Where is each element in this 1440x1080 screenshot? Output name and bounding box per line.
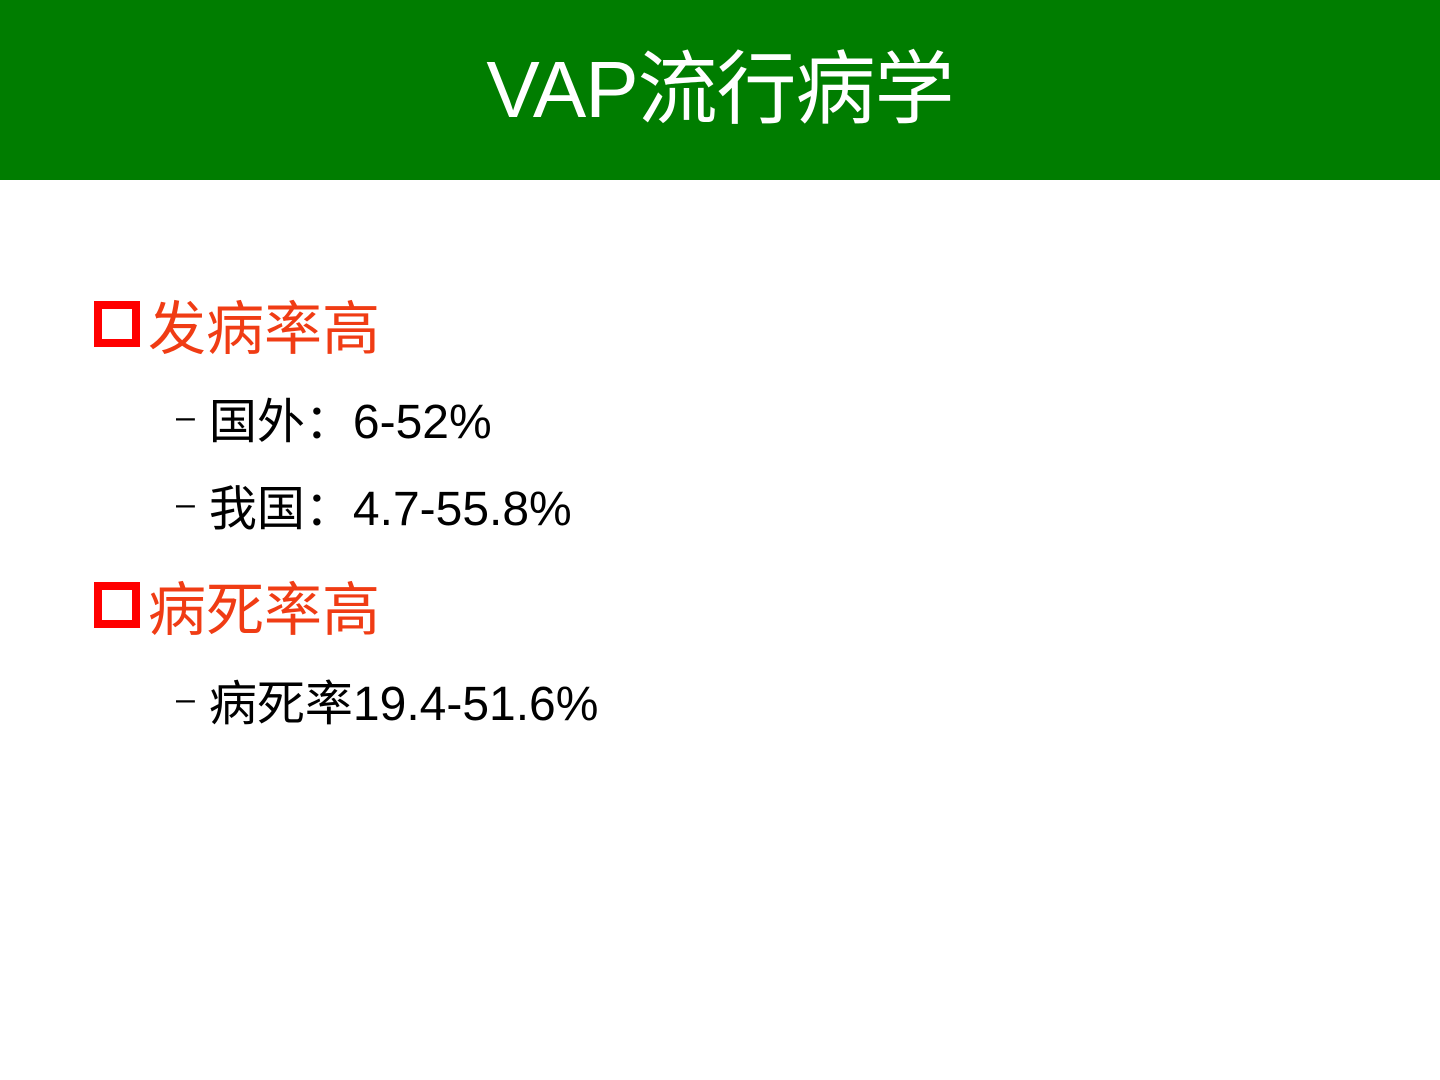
heading-text: 病死率高 xyxy=(148,576,381,644)
item-text: 病死率19.4-51.6% xyxy=(208,678,599,731)
heading-text: 发病率高 xyxy=(148,295,381,363)
dash-bullet-icon: – xyxy=(176,397,195,436)
dash-bullet-icon: – xyxy=(176,484,195,523)
square-bullet-icon xyxy=(94,301,140,347)
dash-bullet-icon: – xyxy=(176,679,195,718)
square-bullet-icon xyxy=(94,582,140,628)
item-text: 国外：6-52% xyxy=(208,396,492,449)
title-bar: VAP流行病学 xyxy=(0,0,1440,180)
section-heading-mortality: 病死率高 xyxy=(94,563,380,647)
list-item: – 我国：4.7-55.8% xyxy=(176,469,572,539)
section-heading-incidence: 发病率高 xyxy=(94,282,380,366)
list-item: – 病死率19.4-51.6% xyxy=(176,664,598,734)
item-text: 我国：4.7-55.8% xyxy=(208,483,572,536)
slide-title: VAP流行病学 xyxy=(486,45,954,134)
list-item: – 国外：6-52% xyxy=(176,382,492,452)
